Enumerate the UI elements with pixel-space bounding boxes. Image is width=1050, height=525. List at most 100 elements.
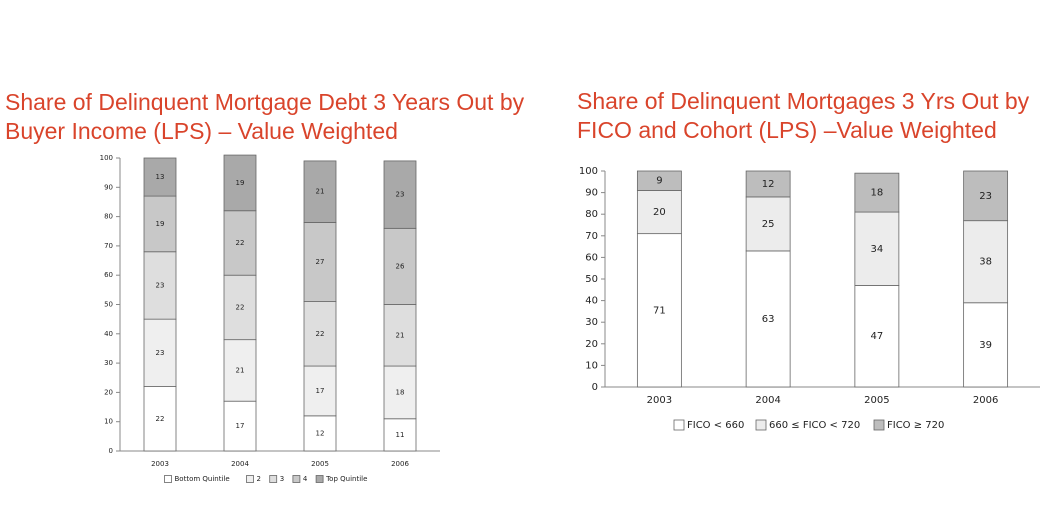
y-tick-label: 30 bbox=[585, 317, 598, 328]
y-tick-label: 40 bbox=[585, 296, 598, 307]
y-tick-label: 30 bbox=[104, 359, 113, 367]
x-tick-label: 2005 bbox=[864, 395, 889, 406]
data-label: 63 bbox=[762, 314, 775, 325]
x-tick-label: 2003 bbox=[647, 395, 672, 406]
bar-segment bbox=[383, 227, 417, 305]
legend-label: FICO ≥ 720 bbox=[887, 420, 944, 431]
bar-segment bbox=[303, 365, 337, 417]
x-tick-label: 2004 bbox=[755, 395, 780, 406]
data-label: 25 bbox=[762, 219, 775, 230]
data-label: 20 bbox=[653, 207, 666, 218]
y-tick-label: 100 bbox=[100, 154, 113, 162]
legend-swatch bbox=[755, 419, 767, 431]
data-label: 23 bbox=[979, 191, 992, 202]
legend-label: FICO < 660 bbox=[687, 420, 744, 431]
y-tick-label: 90 bbox=[585, 188, 598, 199]
data-label: 23 bbox=[396, 191, 405, 199]
data-label: 38 bbox=[979, 257, 992, 268]
legend-swatch bbox=[164, 475, 172, 483]
bar-segment bbox=[963, 220, 1009, 304]
chart-title: Share of Delinquent Mortgage Debt 3 Year… bbox=[5, 89, 525, 144]
data-label: 17 bbox=[236, 422, 245, 430]
y-tick-label: 20 bbox=[585, 339, 598, 350]
x-tick-label: 2003 bbox=[151, 460, 169, 468]
bar-segment bbox=[223, 210, 257, 276]
y-tick-label: 60 bbox=[104, 271, 113, 279]
y-tick-label: 90 bbox=[104, 183, 113, 191]
data-label: 22 bbox=[156, 415, 165, 423]
data-label: 12 bbox=[762, 179, 775, 190]
legend-label: 3 bbox=[280, 475, 284, 483]
y-tick-label: 60 bbox=[585, 252, 598, 263]
data-label: 22 bbox=[236, 303, 245, 311]
data-label: 23 bbox=[156, 281, 165, 289]
bar-segment bbox=[143, 251, 177, 320]
data-label: 34 bbox=[871, 244, 884, 255]
chart-title: Share of Delinquent Mortgages 3 Yrs Out … bbox=[577, 88, 1030, 143]
data-label: 21 bbox=[396, 331, 405, 339]
legend-label: Top Quintile bbox=[325, 475, 367, 483]
data-label: 27 bbox=[316, 258, 325, 266]
bar-segment bbox=[223, 339, 257, 402]
y-tick-label: 40 bbox=[104, 330, 113, 338]
x-tick-label: 2006 bbox=[973, 395, 998, 406]
data-label: 22 bbox=[236, 239, 245, 247]
bar-segment bbox=[745, 170, 791, 198]
bar-segment bbox=[303, 301, 337, 367]
data-label: 13 bbox=[156, 173, 165, 181]
bar-segment bbox=[303, 222, 337, 302]
bar-segment bbox=[223, 154, 257, 212]
bar-segment bbox=[636, 170, 682, 191]
bar-segment bbox=[745, 250, 791, 388]
x-tick-label: 2004 bbox=[231, 460, 249, 468]
bar-segment bbox=[383, 160, 417, 229]
bar-segment bbox=[223, 274, 257, 341]
legend-swatch bbox=[315, 475, 324, 483]
bar-segment bbox=[963, 170, 1009, 222]
data-label: 17 bbox=[316, 387, 325, 395]
bar-segment bbox=[963, 302, 1009, 388]
bar-segment bbox=[854, 285, 900, 388]
legend-swatch bbox=[246, 475, 254, 483]
x-tick-label: 2006 bbox=[391, 460, 409, 468]
bar-segment bbox=[854, 172, 900, 213]
y-tick-label: 20 bbox=[104, 388, 113, 396]
data-label: 22 bbox=[316, 330, 325, 338]
data-label: 26 bbox=[396, 262, 405, 270]
legend-swatch bbox=[673, 419, 685, 431]
y-tick-label: 100 bbox=[579, 166, 598, 177]
y-tick-label: 70 bbox=[104, 242, 113, 250]
bar-segment bbox=[383, 418, 417, 452]
data-label: 21 bbox=[236, 366, 245, 374]
y-tick-label: 10 bbox=[585, 360, 598, 371]
data-label: 18 bbox=[396, 388, 405, 396]
data-label: 23 bbox=[156, 349, 165, 357]
bar-segment bbox=[143, 318, 177, 387]
legend-swatch bbox=[873, 419, 885, 431]
legend-label: 4 bbox=[303, 475, 308, 483]
legend-label: 660 ≤ FICO < 720 bbox=[769, 420, 860, 431]
legend-label: 2 bbox=[257, 475, 261, 483]
data-label: 19 bbox=[236, 179, 245, 187]
bar-segment bbox=[143, 195, 177, 253]
bar-segment bbox=[636, 233, 682, 388]
data-label: 21 bbox=[316, 188, 325, 196]
bar-segment bbox=[636, 190, 682, 235]
bar-segment bbox=[303, 415, 337, 452]
y-tick-label: 0 bbox=[109, 447, 113, 455]
data-label: 19 bbox=[156, 220, 165, 228]
legend-swatch bbox=[269, 475, 278, 483]
data-label: 39 bbox=[979, 340, 992, 351]
y-tick-label: 50 bbox=[104, 301, 113, 309]
y-tick-label: 70 bbox=[585, 231, 598, 242]
data-label: 11 bbox=[396, 431, 405, 439]
data-label: 12 bbox=[316, 429, 325, 437]
legend-swatch bbox=[292, 475, 301, 483]
bar-segment bbox=[745, 196, 791, 252]
x-tick-label: 2005 bbox=[311, 460, 329, 468]
legend-label: Bottom Quintile bbox=[175, 475, 230, 483]
y-tick-label: 50 bbox=[585, 274, 598, 285]
y-tick-label: 80 bbox=[104, 213, 113, 221]
